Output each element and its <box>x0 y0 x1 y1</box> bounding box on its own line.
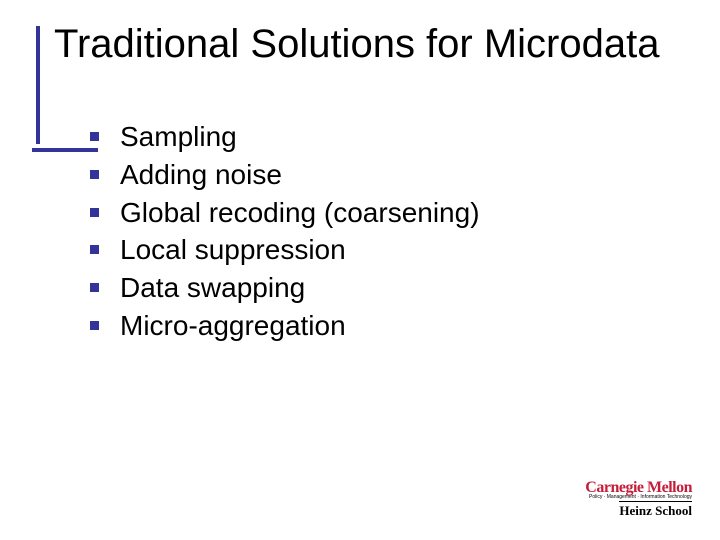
title-accent-bar <box>36 26 40 144</box>
list-item: Sampling <box>90 118 680 156</box>
logo-block: Carnegie Mellon Policy · Management · In… <box>585 479 692 520</box>
title-block: Traditional Solutions for Microdata <box>52 20 680 68</box>
slide-title: Traditional Solutions for Microdata <box>52 20 680 68</box>
logo-subtext: Policy · Management · Information Techno… <box>585 495 692 500</box>
slide-container: Traditional Solutions for Microdata Samp… <box>0 0 720 540</box>
list-item: Micro-aggregation <box>90 307 680 345</box>
list-item: Adding noise <box>90 156 680 194</box>
bullet-list: Sampling Adding noise Global recoding (c… <box>52 118 680 345</box>
list-item: Local suppression <box>90 231 680 269</box>
title-underline <box>32 148 98 152</box>
list-item: Global recoding (coarsening) <box>90 194 680 232</box>
list-item: Data swapping <box>90 269 680 307</box>
logo-school: Heinz School <box>619 501 692 519</box>
